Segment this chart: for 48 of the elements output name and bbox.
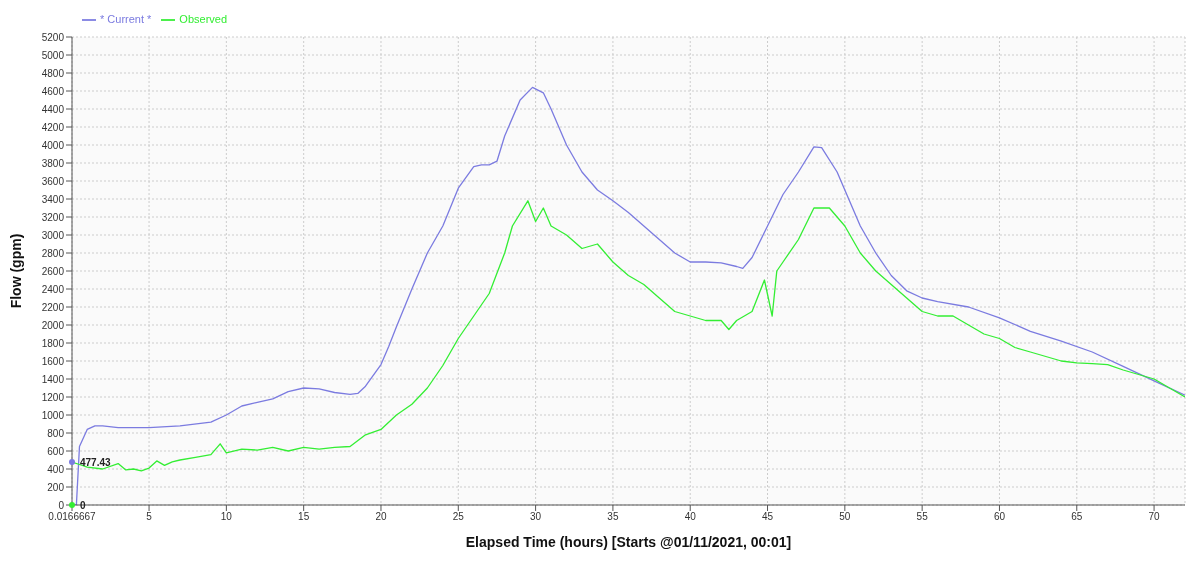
y-tick-label: 4000 (41, 139, 65, 151)
x-tick-label: 55 (916, 511, 929, 523)
y-tick-label: 3000 (41, 229, 65, 241)
x-tick-label: 50 (839, 511, 851, 523)
x-tick-label: 15 (298, 511, 310, 523)
y-tick-label: 4600 (41, 85, 65, 97)
y-tick-label: 3600 (41, 175, 65, 187)
y-tick-label: 2000 (41, 319, 65, 331)
x-tick-label: 10 (220, 511, 233, 523)
y-tick-label: 3800 (41, 157, 65, 169)
legend-label: * Current * (100, 13, 152, 25)
y-tick-label: 200 (47, 481, 65, 493)
x-tick-label: 5 (146, 511, 153, 523)
y-tick-label: 1200 (41, 391, 65, 403)
annotation: 0 (80, 499, 86, 511)
y-tick-label: 2200 (41, 301, 65, 313)
y-tick-label: 600 (47, 445, 65, 457)
y-tick-label: 4200 (41, 121, 65, 133)
x-tick-label: 35 (607, 511, 619, 523)
y-tick-label: 800 (47, 427, 65, 439)
x-tick-label: 45 (761, 511, 774, 523)
legend-label: Observed (179, 13, 228, 25)
x-tick-label: 20 (375, 511, 387, 523)
y-tick-label: 2800 (41, 247, 65, 259)
y-tick-label: 1400 (41, 373, 65, 385)
x-tick-label: 65 (1071, 511, 1083, 523)
y-tick-label: 1600 (41, 355, 65, 367)
y-tick-label: 3200 (41, 211, 65, 223)
x-tick-label: 0.0166667 (48, 511, 97, 523)
y-tick-label: 2600 (41, 265, 65, 277)
y-tick-label: 2400 (41, 283, 65, 295)
x-tick-label: 40 (684, 511, 697, 523)
y-tick-label: 1800 (41, 337, 65, 349)
y-axis-title: Flow (gpm) (7, 233, 24, 309)
x-tick-label: 70 (1148, 511, 1161, 523)
y-tick-label: 4800 (41, 67, 65, 79)
y-tick-label: 5000 (41, 49, 65, 61)
y-tick-label: 400 (47, 463, 65, 475)
annotation: 477.43 (80, 456, 112, 468)
x-axis-title: Elapsed Time (hours) [Starts @01/11/2021, 00:01] (465, 534, 792, 550)
y-tick-label: 0 (58, 499, 65, 511)
y-tick-label: 1000 (41, 409, 65, 421)
x-tick-label: 60 (993, 511, 1006, 523)
y-tick-label: 3400 (41, 193, 65, 205)
y-tick-label: 5200 (41, 31, 65, 43)
y-tick-label: 4400 (41, 103, 65, 115)
x-tick-label: 30 (530, 511, 542, 523)
x-tick-label: 25 (452, 511, 465, 523)
